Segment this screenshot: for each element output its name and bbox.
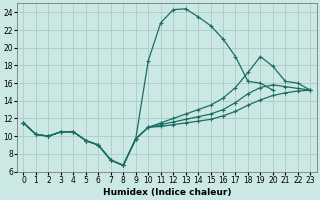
X-axis label: Humidex (Indice chaleur): Humidex (Indice chaleur)	[103, 188, 231, 197]
